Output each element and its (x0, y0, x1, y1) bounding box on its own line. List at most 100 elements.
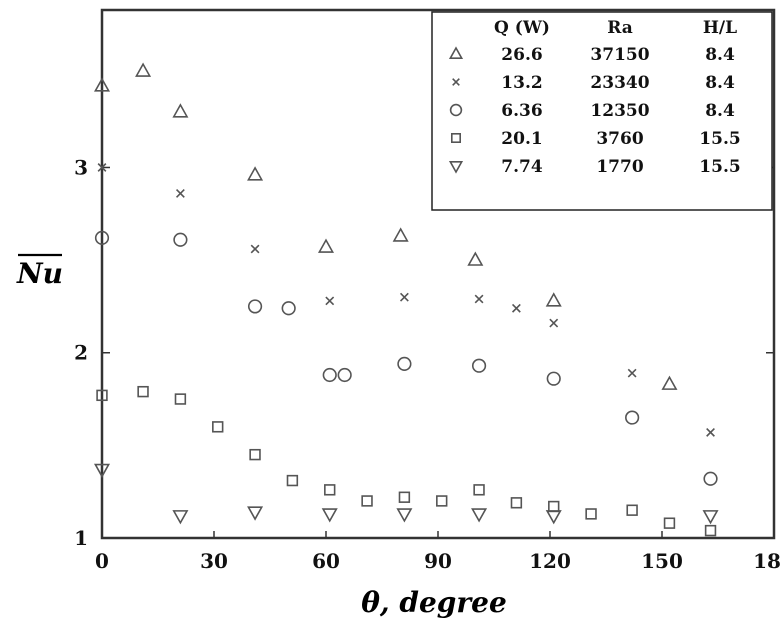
y-axis-label: Nu (16, 257, 63, 290)
data-point-x (474, 294, 484, 304)
data-point-square (212, 421, 224, 433)
x-tick-label: 60 (312, 549, 340, 573)
legend: Q (W) Ra H/L 26.6 37150 8.4 13.2 23340 8.4 6.36 12… (431, 11, 773, 211)
data-point-triangle-up (392, 227, 409, 242)
legend-marker-triangle-down (448, 161, 464, 174)
series-4 (96, 385, 717, 537)
data-point-square (626, 504, 638, 516)
legend-marker-triangle-up (448, 46, 464, 60)
data-point-x (399, 292, 409, 302)
data-point-circle (625, 410, 640, 425)
data-point-triangle-down (471, 508, 488, 523)
data-point-circle (397, 356, 412, 371)
data-point-x (250, 244, 260, 254)
data-point-square (249, 448, 261, 461)
data-point-square (436, 495, 448, 507)
legend-cell: 8.4 (705, 73, 735, 93)
legend-cell: 15.5 (699, 129, 740, 149)
legend-cell: 13.2 (501, 73, 542, 93)
legend-cell: 12350 (590, 101, 649, 121)
data-point-x (325, 296, 335, 306)
y-tick-label: 2 (74, 341, 88, 365)
x-tick-label: 180 (753, 549, 780, 573)
legend-marker-circle (449, 103, 463, 117)
data-point-circle (173, 232, 188, 247)
x-tick-label: 90 (424, 549, 452, 573)
data-point-circle (546, 371, 561, 386)
y-tick-label: 1 (74, 526, 88, 550)
data-point-x (627, 368, 637, 378)
data-point-circle (247, 299, 263, 314)
data-point-triangle-up (467, 251, 484, 266)
legend-cell: 23340 (590, 73, 649, 93)
data-point-square (361, 495, 373, 507)
data-point-square (174, 393, 187, 405)
data-point-triangle-down (172, 510, 189, 525)
data-point-x (175, 188, 185, 198)
x-axis-label: θ, degree (361, 586, 507, 619)
data-points (93, 62, 719, 537)
series-2 (97, 163, 715, 437)
legend-cell: 20.1 (501, 129, 542, 149)
data-point-circle (322, 367, 337, 383)
data-point-circle (281, 301, 296, 316)
x-tick-label: 30 (200, 549, 228, 573)
data-point-triangle-up (172, 103, 189, 118)
data-point-triangle-down (247, 506, 264, 521)
data-point-triangle-down (545, 510, 562, 525)
legend-cell: 26.6 (501, 45, 542, 65)
data-point-x (511, 303, 521, 313)
data-point-circle (703, 471, 718, 486)
data-point-triangle-up (545, 292, 562, 307)
legend-header: Q (W) (494, 18, 550, 38)
y-axis-title: Nu (16, 253, 63, 290)
data-point-square (663, 517, 676, 529)
series-5 (93, 463, 719, 525)
data-point-triangle-down (321, 508, 338, 523)
legend-marker-x (452, 78, 460, 86)
legend-cell: 8.4 (705, 101, 735, 121)
legend-box (431, 11, 773, 211)
legend-header: H/L (703, 18, 737, 38)
legend-cell: 3760 (596, 129, 643, 149)
data-point-square (585, 508, 597, 520)
data-point-circle (337, 367, 352, 383)
legend-header: Ra (607, 18, 633, 38)
legend-cell: 7.74 (501, 157, 543, 177)
data-point-x (549, 318, 559, 328)
data-point-triangle-down (702, 510, 719, 525)
data-point-x (97, 163, 107, 172)
data-point-triangle-down (93, 463, 111, 479)
data-point-triangle-up (93, 77, 111, 92)
data-point-square (286, 474, 299, 487)
axis-ticks: 0 30 60 90 120 150 180 1 2 3 (74, 155, 780, 573)
data-point-square (96, 389, 108, 402)
data-point-triangle-up (317, 238, 335, 253)
data-point-square (473, 484, 485, 496)
legend-cell: 8.4 (705, 45, 735, 65)
data-point-x (706, 427, 715, 437)
legend-cell: 6.36 (501, 101, 542, 121)
data-point-square (137, 385, 149, 398)
data-point-triangle-up (247, 166, 264, 181)
x-tick-label: 150 (641, 549, 683, 573)
legend-cell: 1770 (596, 157, 643, 177)
data-point-square (548, 500, 560, 513)
data-point-triangle-up (135, 62, 152, 77)
x-tick-label: 120 (529, 549, 571, 573)
legend-marker-square (450, 133, 461, 144)
y-tick-label: 3 (74, 155, 88, 179)
data-point-square (704, 524, 717, 537)
data-point-square (398, 491, 411, 503)
x-tick-label: 0 (95, 549, 109, 573)
data-point-triangle-down (396, 508, 413, 523)
data-point-circle (94, 230, 110, 245)
series-1 (93, 62, 678, 390)
data-point-circle (471, 358, 487, 373)
series-3 (94, 230, 718, 486)
legend-cell: 37150 (590, 45, 649, 65)
data-point-square (324, 484, 336, 496)
legend-content: Q (W) Ra H/L 26.6 37150 8.4 13.2 23340 8.4 6.36 12… (448, 18, 741, 177)
data-point-square (510, 497, 523, 509)
